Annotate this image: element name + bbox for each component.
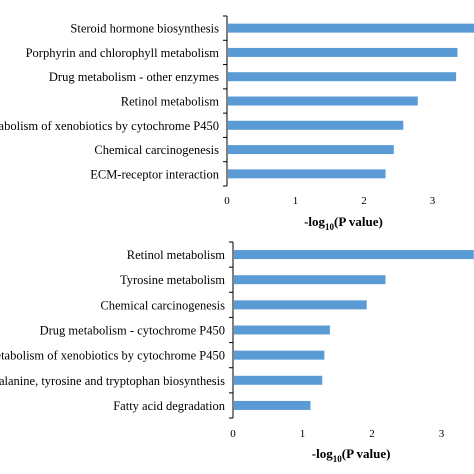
category-label: Phenylalanine, tyrosine and tryptophan b… — [0, 374, 225, 388]
bar — [234, 400, 311, 410]
category-label: Drug metabolism - other enzymes — [49, 70, 219, 84]
x-tick-label: 0 — [230, 428, 236, 440]
x-tick-label: 2 — [361, 195, 367, 207]
category-label: Metabolism of xenobiotics by cytochrome … — [0, 349, 225, 363]
bar — [234, 350, 325, 360]
x-tick-label: 3 — [430, 195, 436, 207]
bar — [228, 145, 394, 155]
bar — [234, 325, 330, 335]
bar — [228, 169, 386, 179]
category-label: Drug metabolism - cytochrome P450 — [40, 324, 225, 338]
x-tick-label: 3 — [439, 428, 445, 440]
bar — [234, 300, 367, 310]
x-tick-label: 1 — [293, 195, 299, 207]
bar — [228, 47, 458, 57]
x-axis-title: -log10(P value) — [312, 446, 391, 464]
bar — [234, 275, 386, 285]
bar — [228, 72, 457, 82]
bar — [228, 120, 404, 130]
category-label: Porphyrin and chlorophyll metabolism — [26, 46, 220, 60]
bar-chart-top: Steroid hormone biosynthesis Porphyrin an… — [0, 15, 474, 232]
x-tick-label: 1 — [300, 428, 306, 440]
bar-chart-bottom: Retinol metabolism Tyrosine metabolism Che… — [0, 241, 474, 464]
x-axis-title: -log10(P value) — [304, 214, 383, 232]
category-label: Chemical carcinogenesis — [100, 298, 225, 312]
category-label: Chemical carcinogenesis — [94, 143, 219, 157]
category-label: Retinol metabolism — [121, 95, 220, 109]
category-label: Retinol metabolism — [127, 248, 226, 262]
category-label: Tyrosine metabolism — [120, 273, 225, 287]
bar — [228, 23, 474, 33]
category-label: Metabolism of xenobiotics by cytochrome … — [0, 119, 219, 133]
category-label: ECM-receptor interaction — [90, 167, 220, 181]
bar — [228, 96, 418, 106]
category-label: Steroid hormone biosynthesis — [70, 22, 219, 36]
x-tick-label: 2 — [369, 428, 375, 440]
bar — [234, 375, 323, 385]
x-tick-label: 0 — [224, 195, 230, 207]
category-label: Fatty acid degradation — [113, 399, 226, 413]
bar — [234, 250, 474, 260]
